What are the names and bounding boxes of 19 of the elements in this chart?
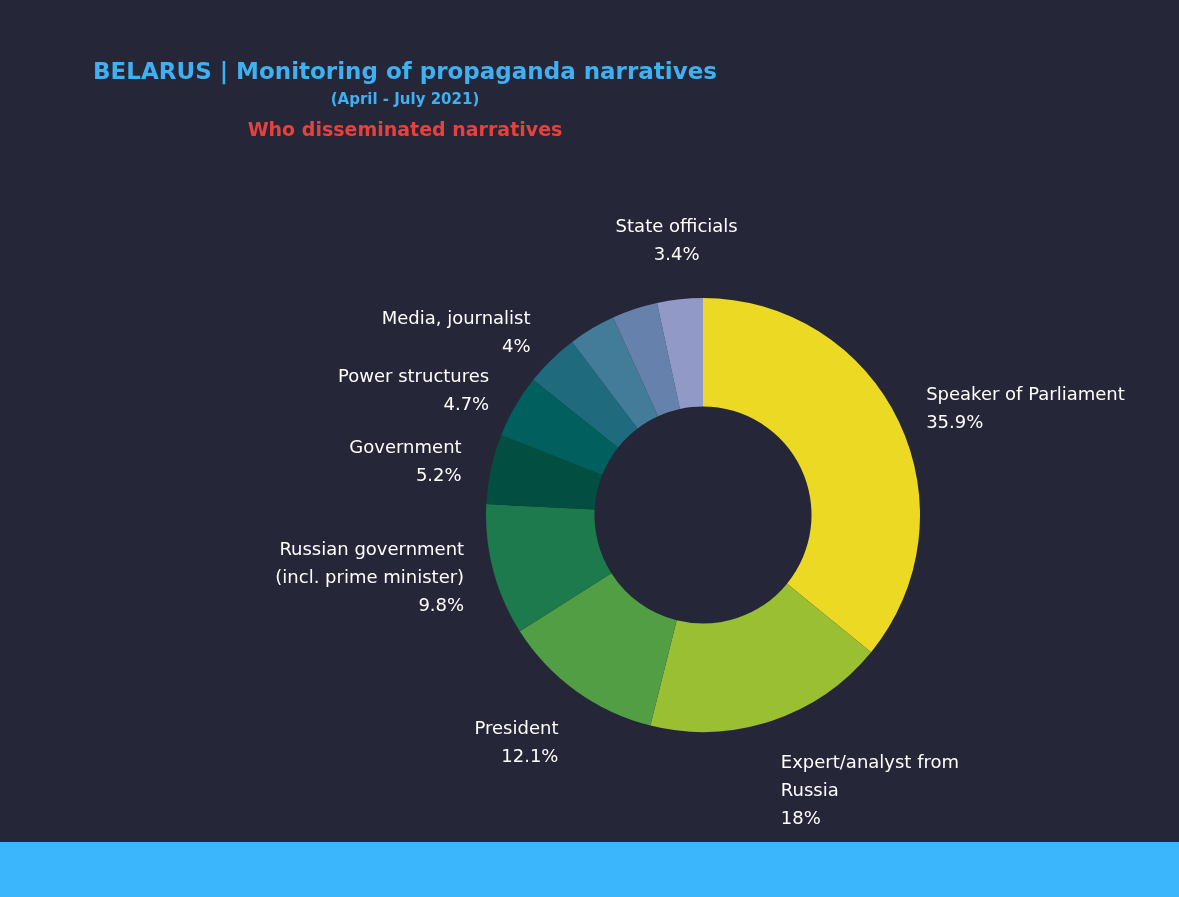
data-label: 18% [780, 807, 821, 829]
data-label: 4% [501, 334, 531, 356]
slice-label: Speaker of Parliament [926, 382, 1125, 404]
slice-label: Power structures [338, 364, 490, 386]
slice-label: Media, journalist [381, 306, 531, 328]
chart-subtitle: (April - July 2021) [329, 90, 481, 108]
chart-title: BELARUS | Monitoring of propaganda narratives [92, 58, 718, 84]
data-label: 9.8% [418, 593, 465, 615]
data-label: 3.4% [653, 243, 700, 265]
data-label: 12.1% [501, 744, 559, 766]
text: Who disseminated narratives [246, 118, 564, 140]
slice-label: Government [349, 436, 462, 458]
data-label: 4.7% [443, 392, 490, 414]
slice-label: Russian government (incl. prime minister) [275, 537, 465, 587]
slice-label: State officials [615, 215, 738, 237]
data-label: 35.9% [926, 410, 984, 432]
slice-label: President [474, 716, 559, 738]
data-label: 5.2% [415, 464, 462, 486]
slice-label: Expert/analyst from Russia [780, 751, 960, 801]
